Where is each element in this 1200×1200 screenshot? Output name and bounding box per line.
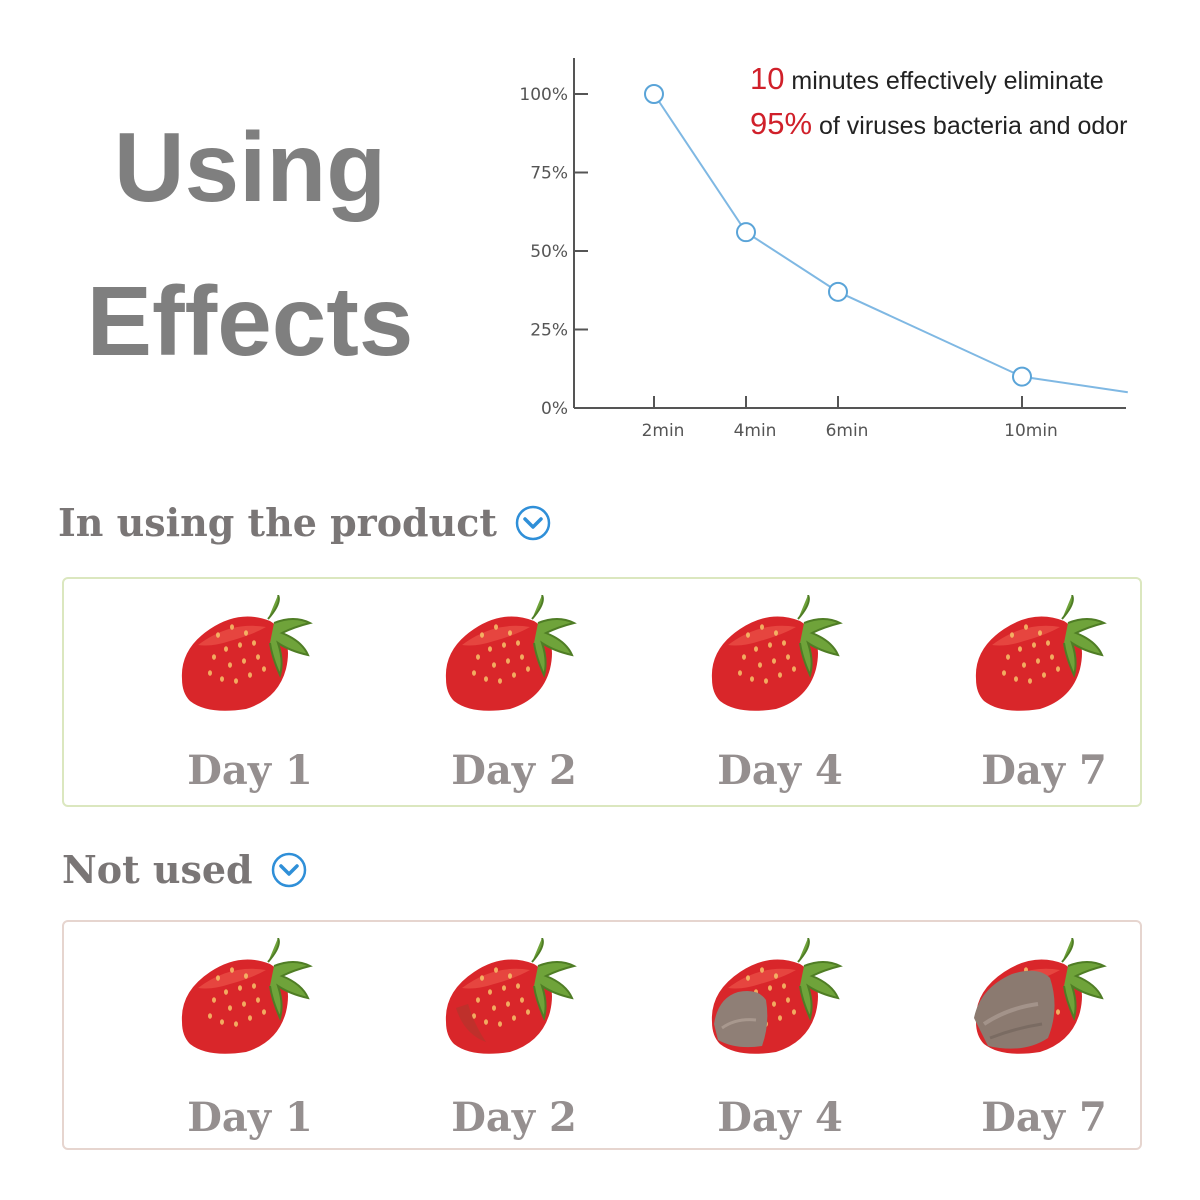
day-card: Day 1 (120, 579, 380, 805)
chart-axes (573, 58, 1126, 409)
y-tick-label: 25% (530, 321, 568, 341)
day-label: Day 4 (717, 747, 843, 794)
day-card: Day 2 (384, 579, 644, 805)
claim-line-1: 10 minutes effectively eliminate (750, 61, 1104, 96)
strawberry-icon (181, 938, 313, 1054)
day-card: Day 4 (650, 922, 910, 1148)
panel-without-product: Day 1 Day 2 Day 4 Day 7 (62, 920, 1142, 1150)
y-tick-label: 50% (530, 242, 568, 262)
y-tick-label: 75% (530, 164, 568, 184)
data-point (828, 281, 848, 302)
section-heading-not-used: Not used (62, 847, 307, 892)
data-point (1012, 366, 1032, 387)
day-label: Day 7 (981, 1094, 1107, 1141)
headline-effects: Effects (86, 266, 414, 376)
day-label: Day 2 (451, 1094, 577, 1141)
data-point (736, 222, 756, 243)
day-card: Day 2 (384, 922, 644, 1148)
headline-using: Using (113, 112, 387, 222)
claim-text-1: minutes effectively eliminate (784, 67, 1103, 95)
strawberry-icon (975, 595, 1107, 711)
chevron-down-circle-icon (515, 505, 551, 540)
data-point (644, 84, 664, 104)
efficacy-line-chart: 100% 75% 50% 25% 0% 2min 4min 6min 10min 10 min… (519, 58, 1128, 441)
day-card: Day 7 (914, 579, 1174, 805)
day-label: Day 7 (981, 747, 1107, 794)
day-label: Day 1 (187, 1094, 313, 1141)
day-card: Day 4 (650, 579, 910, 805)
strawberry-icon (711, 938, 843, 1054)
day-label: Day 1 (187, 747, 313, 794)
x-tick-label: 6min (826, 421, 869, 441)
strawberry-icon (974, 938, 1107, 1054)
day-card: Day 7 (914, 922, 1174, 1148)
y-tick-label: 0% (541, 399, 568, 419)
claim-text-2: of viruses bacteria and odor (812, 112, 1127, 140)
claim-number-1: 10 (750, 61, 784, 96)
y-tick-label: 100% (519, 85, 568, 105)
strawberry-icon (711, 595, 843, 711)
section-heading-used: In using the product (58, 500, 551, 545)
x-tick-label: 2min (642, 421, 685, 441)
day-label: Day 2 (451, 747, 577, 794)
claim-number-2: 95% (750, 106, 812, 141)
series-plot (644, 84, 1128, 394)
day-card: Day 1 (120, 922, 380, 1148)
x-tick-label: 4min (734, 421, 777, 441)
y-tick-labels: 100% 75% 50% 25% 0% (519, 85, 568, 419)
strawberry-icon (445, 938, 577, 1054)
claim-line-2: 95% of viruses bacteria and odor (750, 106, 1128, 141)
chevron-down-circle-icon (271, 852, 306, 887)
strawberry-icon (181, 595, 313, 711)
x-tick-labels: 2min 4min 6min 10min (642, 421, 1058, 441)
panel-with-product: Day 1 Day 2 Day 4 Day 7 (62, 577, 1142, 807)
day-label: Day 4 (717, 1094, 843, 1141)
section-title-not-used: Not used (62, 847, 253, 892)
section-title-used: In using the product (58, 500, 497, 545)
strawberry-icon (445, 595, 577, 711)
x-tick-label: 10min (1004, 421, 1058, 441)
